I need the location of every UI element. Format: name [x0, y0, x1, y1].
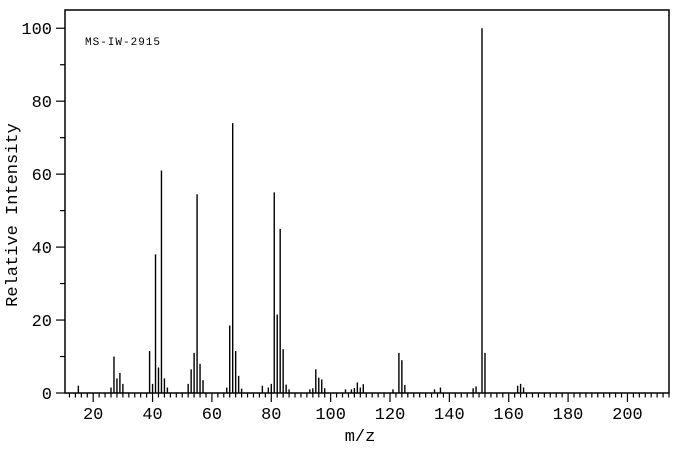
x-tick-label: 40 — [142, 406, 162, 425]
x-axis-title: m/z — [345, 428, 376, 447]
y-tick-label: 0 — [42, 386, 52, 405]
x-tick-label: 60 — [202, 406, 222, 425]
plot-generated-layer: 20 40 60 80 100 120 140 160 180 200 0 20 40 60 80 100 — [21, 9, 670, 425]
x-tick-label: 20 — [83, 406, 103, 425]
x-tick-label: 80 — [261, 406, 281, 425]
sample-id-label: MS-IW-2915 — [85, 37, 161, 49]
x-tick-label: 100 — [315, 406, 346, 425]
x-tick-label: 180 — [553, 406, 584, 425]
x-tick-label: 120 — [375, 406, 406, 425]
plot-border — [64, 9, 670, 394]
y-tick-label: 60 — [32, 167, 52, 186]
x-tick-label: 160 — [493, 406, 524, 425]
y-axis-title: Relative Intensity — [4, 123, 23, 307]
y-tick-label: 80 — [32, 94, 52, 113]
x-tick-label: 200 — [612, 406, 643, 425]
y-tick-label: 20 — [32, 313, 52, 332]
y-tick-label: 100 — [21, 21, 52, 40]
x-tick-label: 140 — [434, 406, 465, 425]
y-tick-label: 40 — [32, 240, 52, 259]
